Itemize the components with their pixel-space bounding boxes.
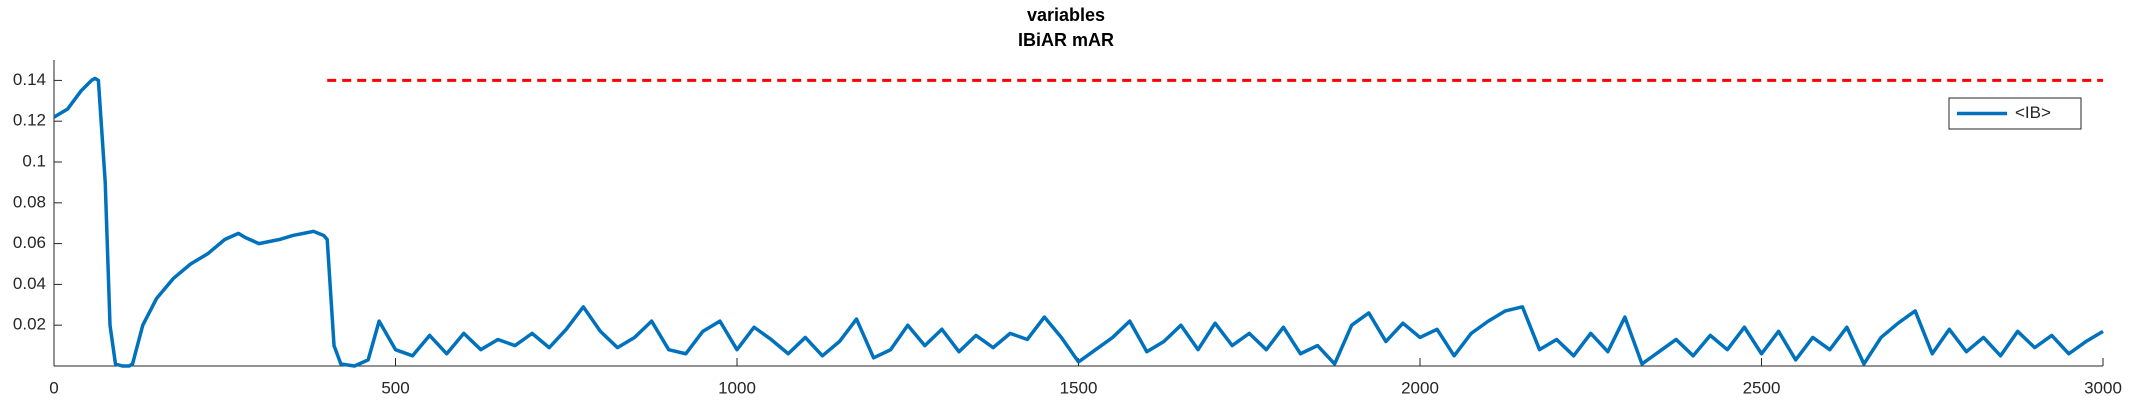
- y-tick-label: 0.02: [13, 315, 46, 334]
- y-tick-label: 0.04: [13, 274, 46, 293]
- x-tick-label: 2500: [1743, 378, 1781, 397]
- x-tick-label: 2000: [1401, 378, 1439, 397]
- series-line: [53, 76, 2104, 368]
- x-tick-label: 0: [49, 378, 58, 397]
- y-tick-label: 0.14: [13, 70, 46, 89]
- y-tick-label: 0.06: [13, 233, 46, 252]
- x-tick-label: 1000: [718, 378, 756, 397]
- y-tick-label: 0.08: [13, 192, 46, 211]
- y-tick-label: 0.1: [22, 151, 46, 170]
- x-tick-label: 1500: [1060, 378, 1098, 397]
- y-tick-label: 0.12: [13, 111, 46, 130]
- x-tick-label: 3000: [2084, 378, 2122, 397]
- chart-subtitle: IBiAR mAR: [1018, 30, 1114, 50]
- chart-title: variables: [1027, 5, 1105, 25]
- legend-label: <IB>: [2015, 103, 2051, 122]
- x-tick-label: 500: [381, 378, 409, 397]
